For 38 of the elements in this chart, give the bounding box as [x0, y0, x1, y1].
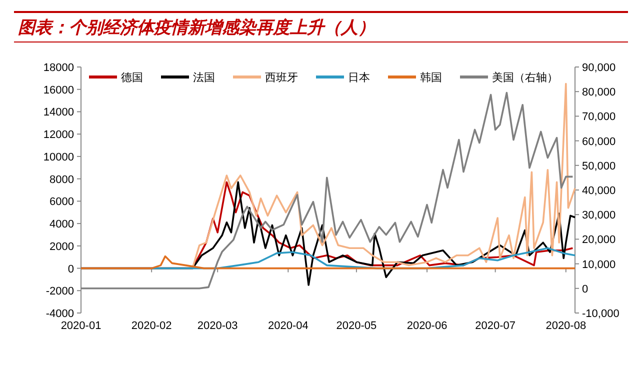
- x-tick-label: 2020-05: [336, 320, 377, 332]
- y-tick-label: 16000: [43, 84, 74, 96]
- x-tick-label: 2020-08: [546, 320, 586, 332]
- y-tick-label: 14000: [43, 106, 74, 119]
- y2-tick-label: 10,000: [582, 258, 616, 271]
- y2-tick-label: 40,000: [582, 185, 616, 197]
- y2-tick-label: 70,000: [582, 111, 616, 124]
- chart-title: 图表：个别经济体疫情新增感染再度上升（人）: [18, 18, 375, 37]
- legend-label: 日本: [348, 71, 370, 84]
- y2-tick-label: 60,000: [582, 136, 616, 148]
- y-tick-label: 8000: [50, 174, 74, 186]
- x-tick-label: 2020-01: [60, 320, 102, 332]
- y2-tick-label: 0: [582, 283, 588, 296]
- y-tick-label: 6000: [50, 196, 74, 208]
- x-tick-label: 2020-07: [475, 320, 516, 332]
- legend-label: 德国: [121, 72, 143, 84]
- y-tick-label: -2000: [46, 286, 74, 298]
- y-tick-label: 18000: [43, 62, 74, 74]
- y-tick-label: 12000: [43, 129, 74, 142]
- x-tick-label: 2020-06: [406, 320, 448, 332]
- y2-tick-label: 80,000: [582, 86, 616, 99]
- legend-label: 美国（右轴）: [492, 71, 558, 84]
- y2-tick-label: 20,000: [582, 234, 616, 246]
- x-tick-label: 2020-02: [131, 320, 172, 332]
- legend-label: 西班牙: [265, 71, 298, 84]
- legend-label: 法国: [193, 71, 215, 84]
- x-tick-label: 2020-03: [197, 320, 238, 332]
- y-tick-label: 0: [68, 263, 74, 276]
- y-tick-label: 4000: [50, 218, 74, 231]
- y2-tick-label: -10,000: [582, 308, 620, 320]
- y-tick-label: -4000: [46, 308, 74, 320]
- y2-tick-label: 90,000: [582, 62, 616, 74]
- y-tick-label: 10000: [43, 151, 74, 164]
- y2-tick-label: 30,000: [582, 210, 616, 222]
- y2-tick-label: 50,000: [582, 160, 616, 172]
- legend-label: 韩国: [420, 71, 442, 84]
- x-tick-label: 2020-04: [268, 320, 308, 332]
- y-tick-label: 2000: [50, 240, 74, 253]
